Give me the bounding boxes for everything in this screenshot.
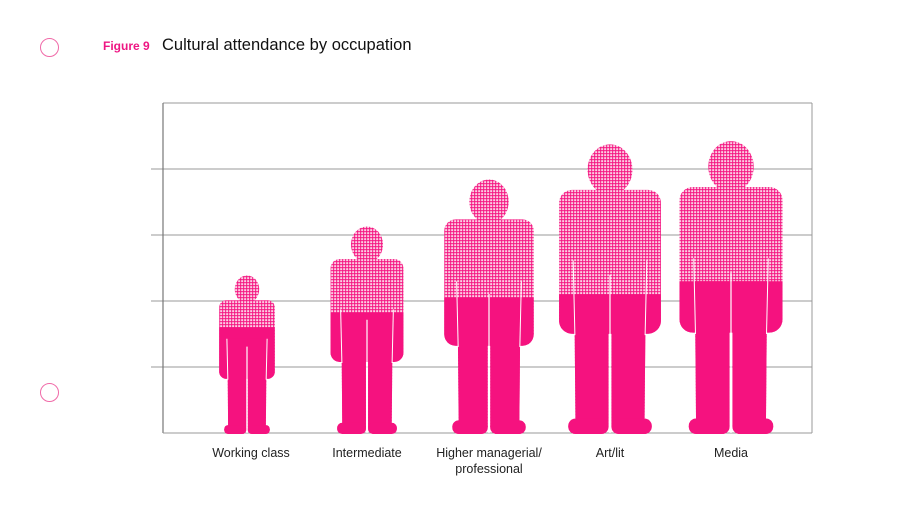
- x-tick-label: Higher managerial/professional: [436, 446, 542, 476]
- person-figure: [679, 141, 783, 434]
- decorative-circle-bottom: [40, 383, 59, 402]
- x-tick-label: Art/lit: [595, 446, 625, 460]
- x-tick-label: Media: [713, 446, 749, 460]
- person-figure: [559, 144, 661, 434]
- figure-label: Figure 9: [103, 39, 150, 53]
- decorative-circle-top: [40, 38, 59, 57]
- x-tick-label: Intermediate: [332, 446, 402, 460]
- x-tick-label: Working class: [212, 446, 290, 460]
- person-figure: [219, 275, 275, 434]
- person-figure: [330, 226, 404, 434]
- person-figure: [444, 179, 534, 434]
- person-solid-part: [219, 327, 275, 434]
- chart-title: Cultural attendance by occupation: [162, 36, 412, 54]
